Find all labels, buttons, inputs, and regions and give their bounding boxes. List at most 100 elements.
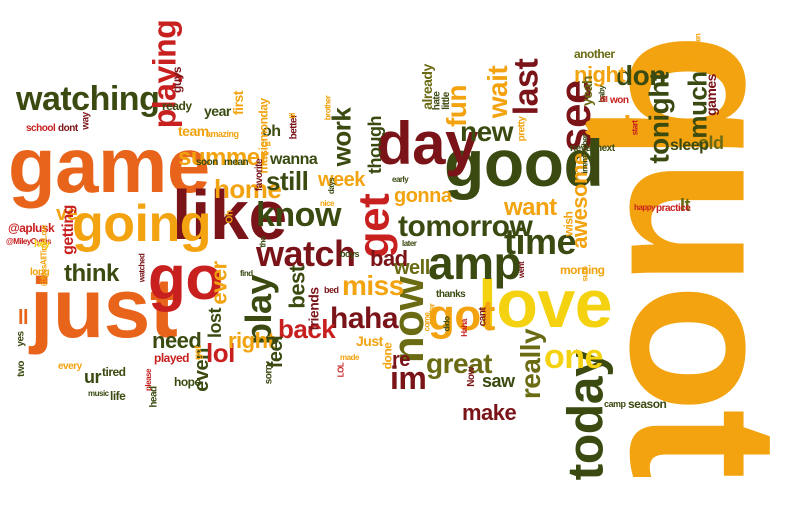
word-back: back bbox=[278, 314, 336, 344]
word-lol: LOL bbox=[336, 362, 346, 378]
word-mileycyrus: @MileyCyrus bbox=[6, 237, 51, 246]
word-won: won bbox=[610, 95, 629, 106]
word-pretty: pretty bbox=[516, 116, 528, 142]
word-one: one bbox=[544, 338, 603, 376]
word-week: week bbox=[318, 169, 365, 191]
word-start: start bbox=[630, 120, 640, 136]
word-two: two bbox=[15, 361, 27, 377]
word-really: really bbox=[515, 328, 547, 400]
word-miss: miss bbox=[342, 270, 404, 301]
word-saw: saw bbox=[482, 371, 515, 391]
word-ur: ur bbox=[84, 367, 102, 387]
word-im: im bbox=[390, 360, 427, 396]
word-ll: ll bbox=[18, 307, 29, 329]
word-way: way bbox=[80, 112, 92, 130]
word-game: game bbox=[8, 121, 210, 209]
word-don: don bbox=[616, 60, 666, 91]
word-love: love bbox=[478, 266, 613, 342]
word-re: re bbox=[392, 349, 410, 371]
word-last: last bbox=[507, 58, 546, 116]
word-good: good bbox=[444, 126, 604, 200]
word-never: never bbox=[570, 143, 595, 154]
word-till: till bbox=[600, 95, 608, 104]
word-music: music bbox=[88, 389, 109, 398]
word-find: find bbox=[240, 269, 253, 278]
word-oh: oh bbox=[262, 123, 281, 140]
word-ready: ready bbox=[162, 99, 192, 113]
word-went: went bbox=[517, 261, 527, 279]
word-amp: amp bbox=[428, 237, 522, 289]
word-bad: bad bbox=[370, 246, 408, 271]
word-boys: boys bbox=[340, 249, 360, 259]
word-sleep: sleep bbox=[670, 137, 709, 154]
word-another: another bbox=[574, 47, 615, 61]
word-mesalltimelow: @MesAllTimeLow bbox=[39, 225, 49, 287]
word-nice: nice bbox=[320, 199, 335, 208]
word-done: done bbox=[380, 342, 395, 370]
word-aplusk: @aplusk bbox=[8, 221, 55, 235]
word-til: til bbox=[287, 113, 297, 119]
word-gonna: gonna bbox=[394, 185, 452, 207]
word-thanks: thanks bbox=[436, 289, 466, 300]
word-sorry: sorry bbox=[263, 361, 275, 385]
word-time: time bbox=[504, 221, 577, 262]
word-great: great bbox=[426, 348, 492, 379]
word-still: still bbox=[266, 166, 309, 196]
word-just: just bbox=[30, 261, 178, 355]
word-little: little bbox=[440, 92, 452, 110]
word-mean: mean bbox=[224, 157, 249, 168]
word-brother: brother bbox=[323, 95, 333, 121]
word-tired: tired bbox=[102, 365, 126, 379]
word-need: need bbox=[152, 328, 202, 353]
word-team: team bbox=[178, 123, 209, 139]
word-irremember: irremember bbox=[580, 134, 590, 174]
word-think: think bbox=[64, 260, 119, 287]
word-lost: lost bbox=[205, 307, 226, 339]
word-life: life bbox=[110, 389, 126, 403]
word-practice: practice bbox=[656, 203, 691, 214]
word-know: know bbox=[256, 196, 341, 234]
word-yeah: yeah bbox=[578, 76, 595, 106]
word-watched: watched bbox=[137, 253, 147, 283]
word-days: days bbox=[327, 177, 337, 195]
word-sad: sad bbox=[584, 110, 631, 141]
word-home: home bbox=[214, 174, 282, 204]
word-head: head bbox=[148, 386, 160, 408]
word-ha: ha bbox=[262, 139, 271, 148]
word-amazing: amazing bbox=[206, 129, 239, 139]
word-soon: soon bbox=[196, 157, 218, 168]
word-old: old bbox=[698, 133, 724, 153]
word-though: though bbox=[364, 116, 385, 174]
word-first: first bbox=[229, 91, 246, 115]
word-haha: haha bbox=[330, 302, 399, 335]
word-want: want bbox=[504, 194, 557, 221]
word-right: right bbox=[228, 328, 275, 353]
word-summer: summer bbox=[178, 144, 269, 171]
word-dont: dont bbox=[58, 123, 78, 134]
word-well: well bbox=[394, 257, 430, 279]
word-bed: bed bbox=[324, 285, 339, 295]
word-ve: ve bbox=[56, 203, 78, 225]
word-got-small: got bbox=[193, 345, 205, 361]
word-watch: watch bbox=[256, 233, 356, 274]
word-it: It bbox=[680, 195, 691, 215]
word-ever: ever bbox=[206, 261, 232, 305]
word-yes: yes bbox=[15, 331, 27, 347]
word-go: go bbox=[148, 244, 223, 313]
word-lol: lol bbox=[206, 338, 235, 368]
word-wait: wait bbox=[482, 65, 514, 119]
word-haven: haven bbox=[693, 33, 703, 55]
word-camp: camp bbox=[604, 399, 626, 409]
word-dido: dido bbox=[442, 316, 452, 332]
word-tomorrow: tomorrow bbox=[398, 210, 533, 243]
word-wanna: wanna bbox=[270, 151, 318, 168]
word-sure: sure bbox=[580, 266, 590, 282]
word-wish: wish bbox=[561, 211, 576, 237]
word-like: like bbox=[172, 176, 287, 254]
word-hope: hope bbox=[174, 375, 201, 389]
word-getting: getting bbox=[59, 205, 77, 255]
word-guys: guys bbox=[170, 66, 185, 94]
word-high: high bbox=[654, 46, 699, 71]
word-school: school bbox=[26, 123, 56, 134]
